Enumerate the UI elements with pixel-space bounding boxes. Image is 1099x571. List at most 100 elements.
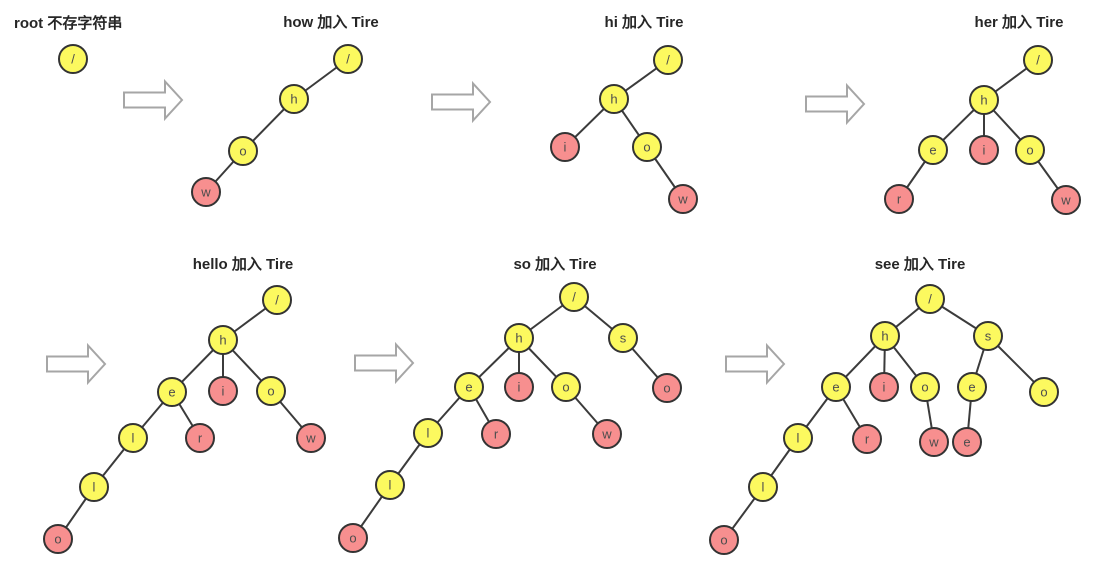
trie-node-e — [157, 377, 187, 407]
panel-root: / — [58, 44, 88, 74]
panel-title-her: her 加入 Tire — [975, 14, 1064, 31]
node-label: / — [1036, 53, 1040, 68]
arrow-right-icon — [805, 82, 866, 126]
trie-node-r — [884, 184, 914, 214]
node-label: o — [643, 140, 650, 155]
trie-node-w — [1051, 185, 1081, 215]
node-label: o — [54, 532, 61, 547]
node-label: w — [200, 185, 211, 200]
node-label: / — [572, 290, 576, 305]
trie-node-root — [653, 45, 683, 75]
trie-node-o — [1029, 377, 1059, 407]
trie-node-i — [869, 372, 899, 402]
node-label: o — [663, 381, 670, 396]
trie-node-e — [952, 427, 982, 457]
trie-node-root — [915, 284, 945, 314]
trie-node-s — [973, 321, 1003, 351]
node-label: i — [518, 380, 521, 395]
node-label: l — [389, 478, 392, 493]
node-label: w — [677, 192, 688, 207]
node-label: h — [515, 331, 522, 346]
arrow-right-icon — [46, 342, 107, 386]
arrow-right-icon — [354, 341, 415, 385]
node-label: e — [832, 380, 839, 395]
node-label: / — [928, 292, 932, 307]
node-label: o — [267, 384, 274, 399]
trie-node-o — [652, 373, 682, 403]
trie-node-w — [296, 423, 326, 453]
node-label: e — [168, 385, 175, 400]
node-label: o — [921, 380, 928, 395]
node-label: i — [564, 140, 567, 155]
panel-title-root: root 不存字符串 — [14, 14, 122, 32]
panel-how: / h o w — [191, 44, 363, 207]
panel-hi: / h i o w — [550, 45, 698, 214]
node-label: s — [985, 329, 992, 344]
node-label: l — [762, 480, 765, 495]
node-label: / — [666, 53, 670, 68]
node-label: s — [620, 331, 627, 346]
trie-node-e — [918, 135, 948, 165]
node-label: h — [219, 333, 226, 348]
node-label: o — [562, 380, 569, 395]
trie-node-o — [910, 372, 940, 402]
trie-node-h — [870, 321, 900, 351]
node-label: o — [720, 533, 727, 548]
node-label: o — [1040, 385, 1047, 400]
trie-node-w — [592, 419, 622, 449]
trie-node-o — [256, 376, 286, 406]
node-label: i — [883, 380, 886, 395]
arrow-right-icon — [431, 80, 492, 124]
node-label: l — [132, 431, 135, 446]
node-label: w — [305, 431, 316, 446]
arrow-right-icon — [123, 78, 184, 122]
node-label: / — [346, 52, 350, 67]
trie-node-root — [559, 282, 589, 312]
node-label: w — [928, 435, 939, 450]
node-label: h — [610, 92, 617, 107]
trie-node-o — [228, 136, 258, 166]
panel-hello: / h e i o l r w l o — [43, 285, 326, 554]
node-label: e — [968, 380, 975, 395]
node-label: e — [465, 380, 472, 395]
trie-node-o — [551, 372, 581, 402]
trie-node-i — [208, 376, 238, 406]
trie-node-e — [957, 372, 987, 402]
panel-title-hi: hi 加入 Tire — [605, 14, 684, 31]
panel-her: / h e i o r w — [884, 45, 1081, 215]
trie-node-l — [783, 423, 813, 453]
panel-title-how: how 加入 Tire — [283, 14, 379, 31]
trie-node-l — [748, 472, 778, 502]
trie-node-h — [504, 323, 534, 353]
node-label: o — [239, 144, 246, 159]
panel-see: / h s e i o e o l r w e l o — [709, 284, 1059, 555]
trie-node-r — [852, 424, 882, 454]
trie-node-h — [599, 84, 629, 114]
trie-node-h — [279, 84, 309, 114]
node-label: i — [222, 384, 225, 399]
trie-node-i — [550, 132, 580, 162]
panel-title-see: see 加入 Tire — [875, 256, 966, 273]
trie-node-o — [43, 524, 73, 554]
trie-node-h — [969, 85, 999, 115]
panel-title-so: so 加入 Tire — [513, 256, 596, 273]
node-label: r — [897, 192, 902, 207]
trie-node-o — [338, 523, 368, 553]
trie-node-r — [185, 423, 215, 453]
trie-node-o — [1015, 135, 1045, 165]
trie-node-l — [375, 470, 405, 500]
node-label: w — [1060, 193, 1071, 208]
node-label: r — [494, 427, 499, 442]
trie-node-root — [1023, 45, 1053, 75]
node-label: i — [983, 143, 986, 158]
trie-node-e — [821, 372, 851, 402]
trie-node-root — [333, 44, 363, 74]
trie-node-root — [58, 44, 88, 74]
arrow-right-icon — [725, 342, 786, 386]
trie-node-l — [413, 418, 443, 448]
node-label: w — [601, 427, 612, 442]
panel-title-hello: hello 加入 Tire — [193, 256, 294, 273]
node-label: e — [963, 435, 970, 450]
